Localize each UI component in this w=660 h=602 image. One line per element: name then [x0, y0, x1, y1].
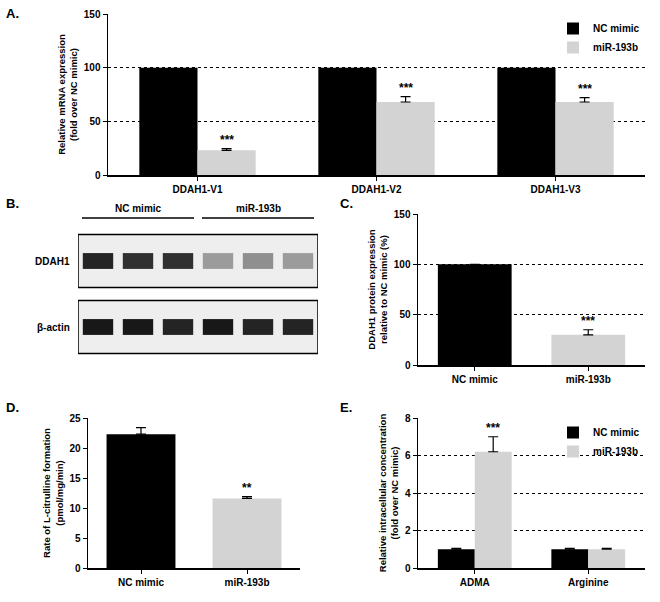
svg-text:miR-193b: miR-193b	[566, 374, 611, 385]
svg-text:NC mimic: NC mimic	[593, 23, 640, 34]
svg-text:50: 50	[399, 309, 411, 320]
svg-text:100: 100	[84, 62, 101, 73]
svg-text:miR-193b: miR-193b	[236, 203, 281, 214]
svg-text:Rate of L-citrulline formation: Rate of L-citrulline formation(pmol/mg/m…	[41, 428, 64, 558]
svg-text:20: 20	[69, 443, 81, 454]
svg-text:10: 10	[69, 503, 81, 514]
svg-text:6: 6	[405, 450, 411, 461]
svg-text:A.: A.	[6, 6, 19, 21]
svg-text:DDAH1-V2: DDAH1-V2	[351, 184, 401, 195]
svg-text:0: 0	[75, 563, 81, 574]
svg-text:NC mimic: NC mimic	[593, 427, 640, 438]
svg-text:Relative mRNA expression(fold: Relative mRNA expression(fold over NC mi…	[56, 34, 79, 155]
svg-text:E.: E.	[340, 400, 352, 415]
svg-text:DDAH1-V3: DDAH1-V3	[530, 184, 580, 195]
svg-text:***: ***	[486, 421, 500, 435]
svg-text:50: 50	[89, 116, 101, 127]
svg-text:5: 5	[75, 533, 81, 544]
svg-text:miR-193b: miR-193b	[224, 577, 269, 588]
svg-text:ADMA: ADMA	[460, 577, 490, 588]
svg-text:miR-193b: miR-193b	[593, 446, 638, 457]
svg-text:100: 100	[394, 259, 411, 270]
svg-text:0: 0	[405, 360, 411, 371]
svg-text:NC mimic: NC mimic	[118, 577, 165, 588]
svg-text:0: 0	[95, 170, 101, 181]
svg-text:**: **	[242, 481, 252, 495]
svg-text:25: 25	[69, 413, 81, 424]
svg-text:DDAH1-V1: DDAH1-V1	[172, 184, 222, 195]
svg-text:***: ***	[581, 314, 595, 328]
svg-text:150: 150	[84, 9, 101, 20]
svg-text:DDAH1: DDAH1	[35, 256, 70, 267]
svg-text:NC mimic: NC mimic	[115, 203, 162, 214]
svg-text:***: ***	[220, 133, 234, 147]
svg-text:4: 4	[405, 488, 411, 499]
svg-text:Arginine: Arginine	[568, 577, 609, 588]
svg-text:***: ***	[578, 82, 592, 96]
svg-text:DDAH1 protein expressionrelati: DDAH1 protein expressionrelative to NC m…	[366, 229, 389, 350]
svg-text:0: 0	[405, 563, 411, 574]
svg-text:C.: C.	[340, 196, 353, 211]
svg-text:NC mimic: NC mimic	[452, 374, 499, 385]
svg-text:150: 150	[394, 209, 411, 220]
svg-text:miR-193b: miR-193b	[593, 42, 638, 53]
svg-text:8: 8	[405, 413, 411, 424]
svg-text:D.: D.	[6, 400, 19, 415]
svg-text:Relative intracellular concent: Relative intracellular concentration(fol…	[377, 414, 400, 573]
svg-text:2: 2	[405, 525, 411, 536]
svg-text:***: ***	[399, 81, 413, 95]
svg-text:B.: B.	[6, 196, 19, 211]
svg-text:15: 15	[69, 473, 81, 484]
svg-text:β-actin: β-actin	[37, 322, 70, 333]
